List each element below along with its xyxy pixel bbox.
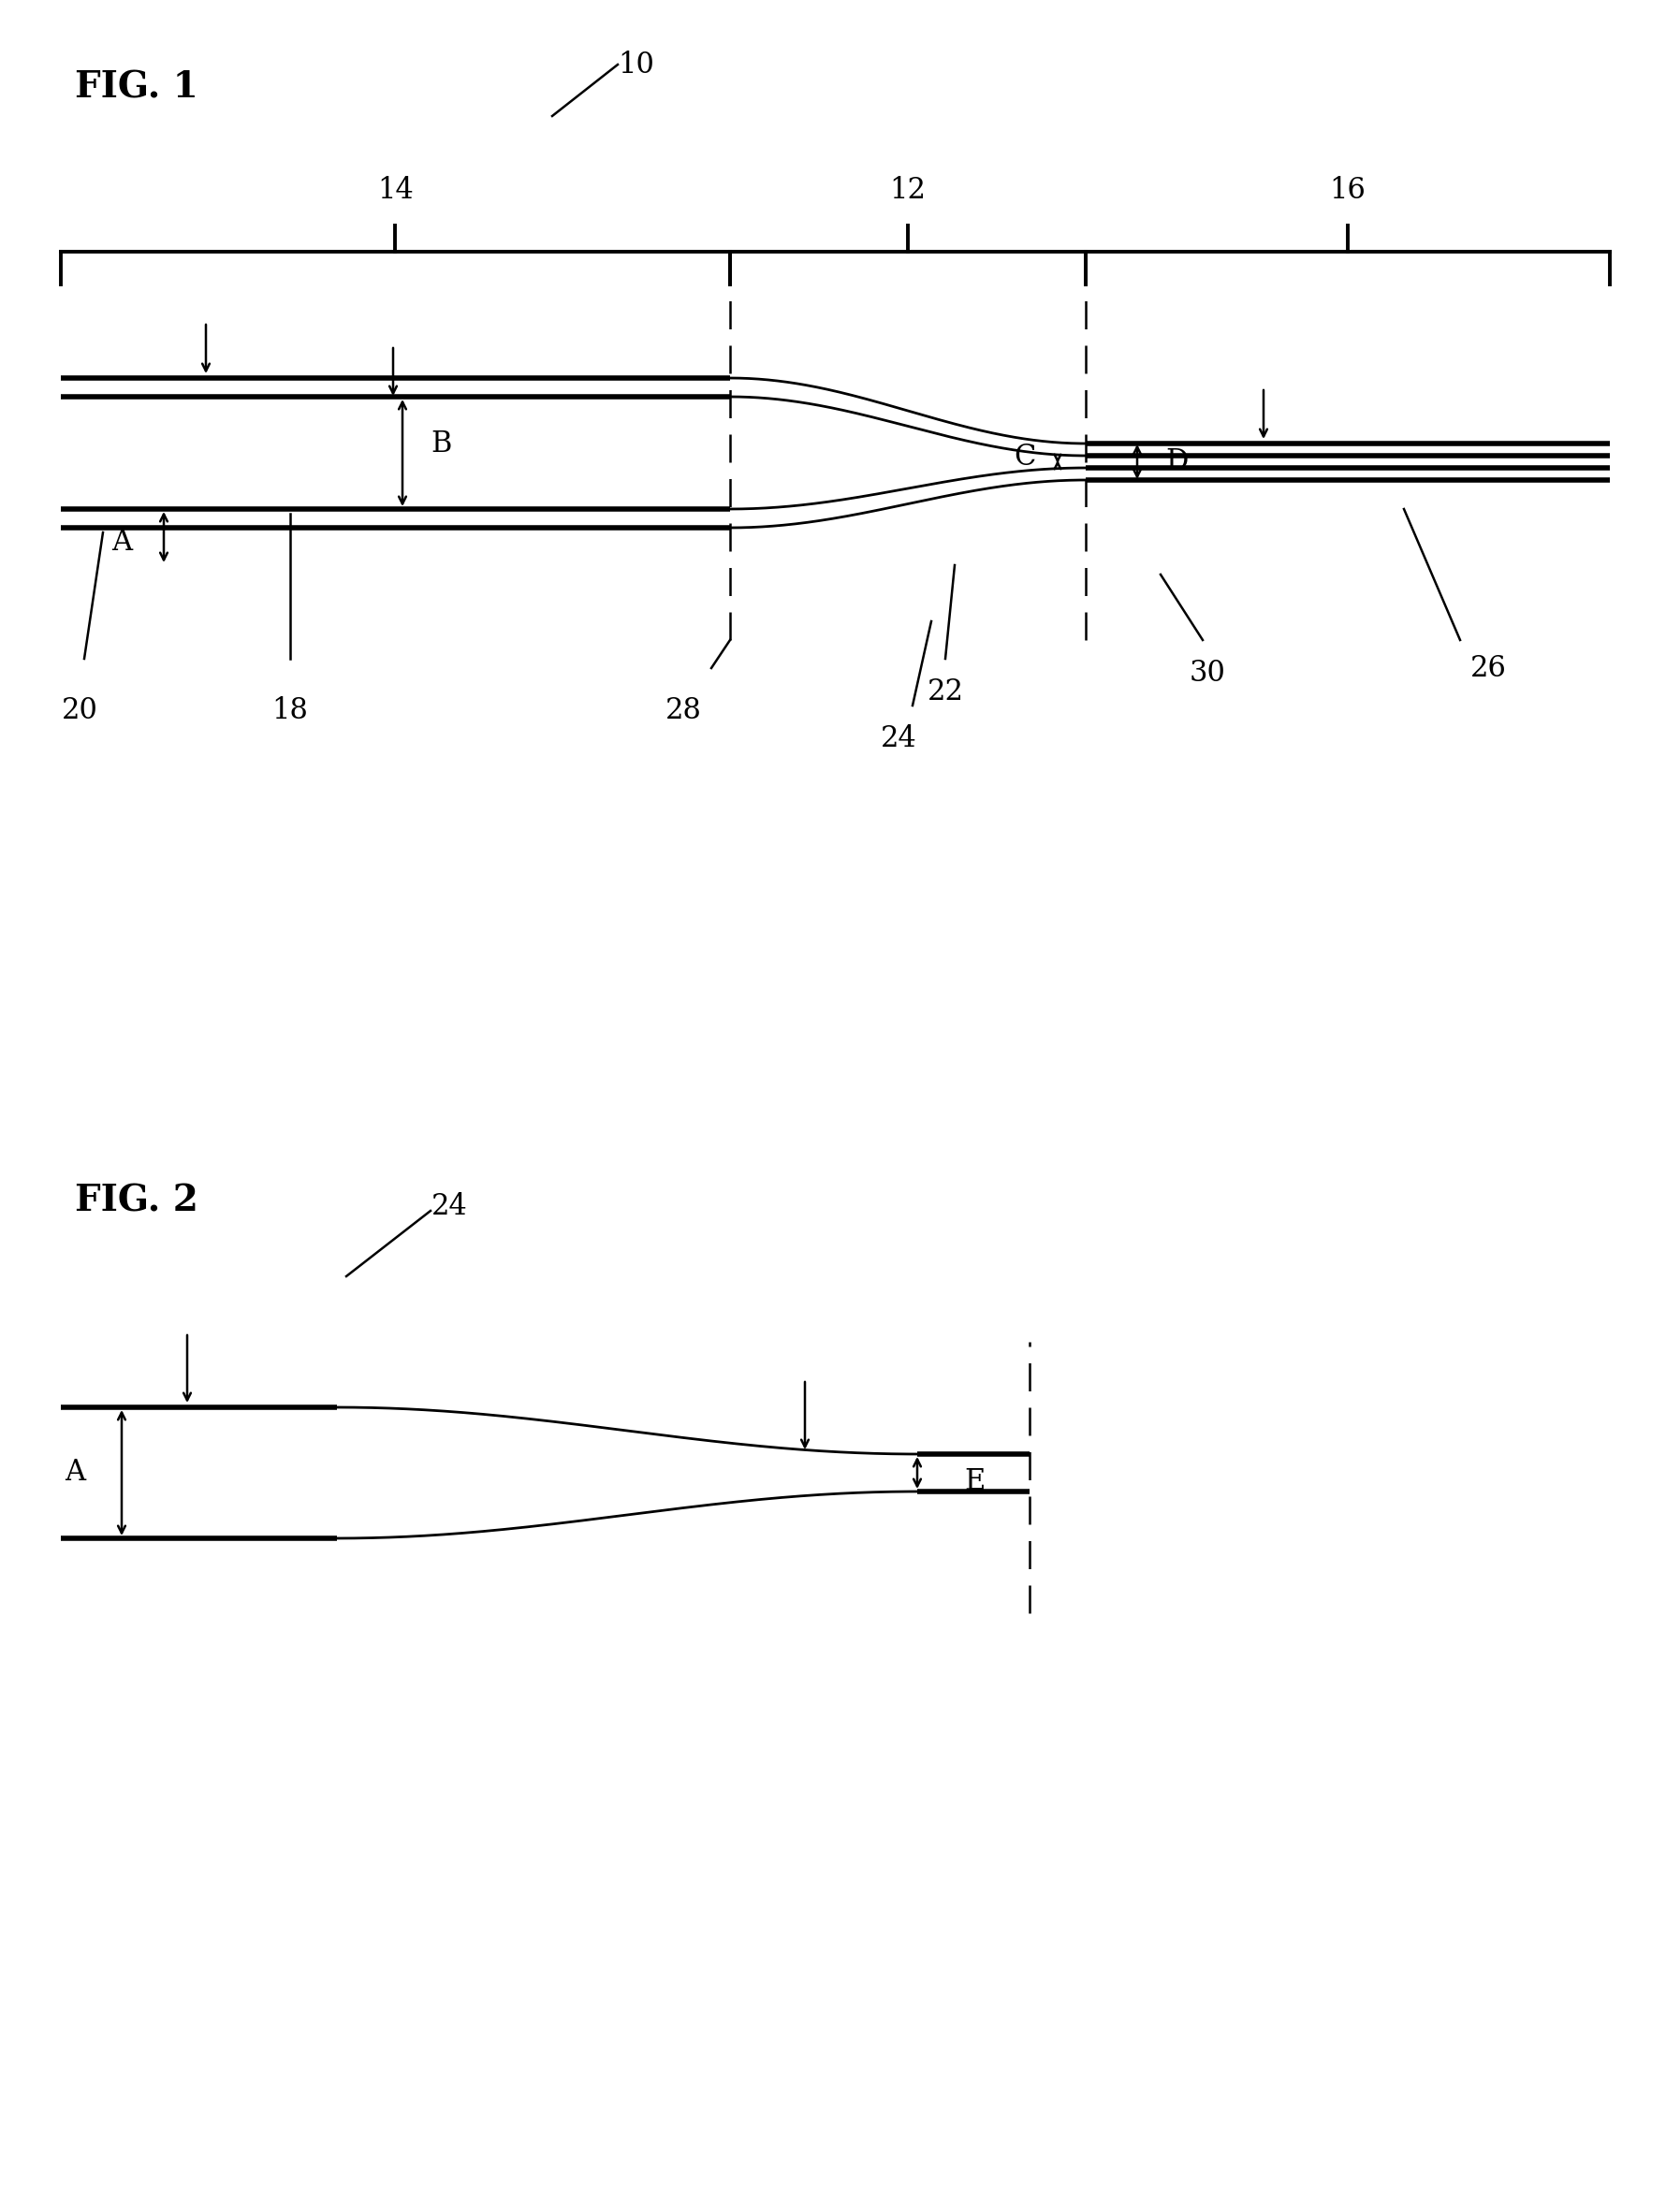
Text: 26: 26 bbox=[1469, 655, 1506, 684]
Text: 14: 14 bbox=[377, 177, 413, 206]
Text: FIG. 1: FIG. 1 bbox=[75, 69, 198, 104]
Text: 24: 24 bbox=[880, 723, 916, 754]
Text: E: E bbox=[963, 1467, 985, 1498]
Text: A: A bbox=[65, 1458, 85, 1486]
Text: 10: 10 bbox=[618, 51, 655, 80]
Text: D: D bbox=[1165, 447, 1188, 476]
Text: 30: 30 bbox=[1188, 659, 1225, 688]
Text: 28: 28 bbox=[665, 697, 701, 726]
Text: 16: 16 bbox=[1329, 177, 1364, 206]
Text: A: A bbox=[112, 526, 132, 555]
Text: 24: 24 bbox=[431, 1192, 466, 1221]
Text: 12: 12 bbox=[890, 177, 926, 206]
Text: B: B bbox=[430, 429, 451, 458]
Text: FIG. 2: FIG. 2 bbox=[75, 1183, 198, 1219]
Text: C: C bbox=[1013, 442, 1035, 471]
Text: 20: 20 bbox=[62, 697, 98, 726]
Text: 22: 22 bbox=[926, 677, 963, 706]
Text: 18: 18 bbox=[272, 697, 308, 726]
